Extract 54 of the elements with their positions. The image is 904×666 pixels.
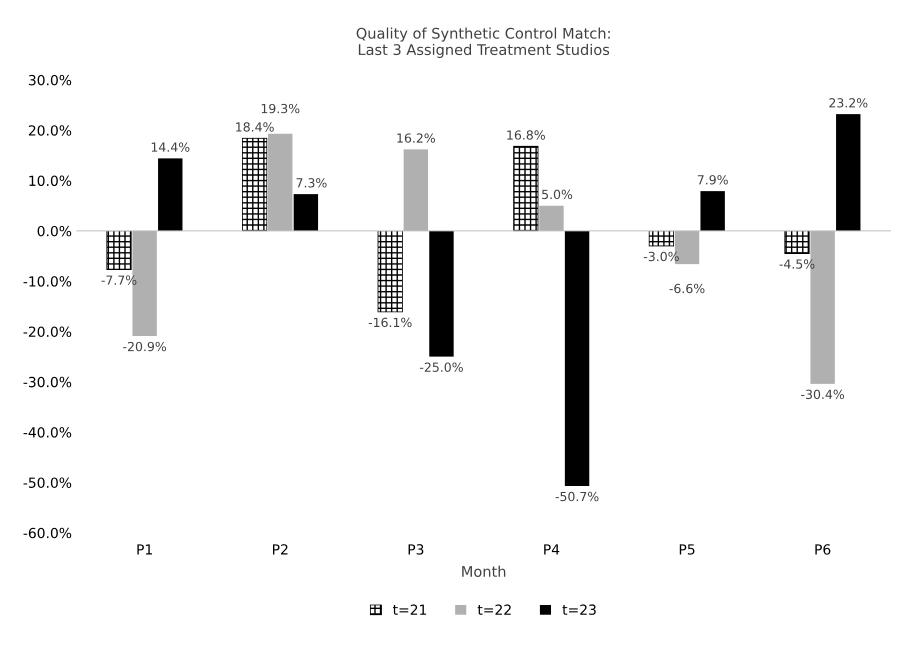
bar [648, 230, 674, 246]
bar [429, 230, 454, 357]
x-tick-label: P3 [408, 544, 424, 555]
x-tick-label: P5 [680, 544, 694, 555]
data-label: 23.2% [829, 98, 868, 108]
data-label: 5.0% [542, 190, 572, 200]
y-tick-label: -10.0% [24, 276, 72, 287]
data-label: -25.0% [420, 362, 463, 372]
y-tick-label: 20.0% [28, 125, 72, 136]
bar [513, 146, 538, 232]
chart-title: Quality of Synthetic Control Match: Last 3 Assigned Treatment Studios [356, 28, 610, 58]
bar [158, 158, 182, 231]
bar [539, 206, 564, 231]
y-tick-label: 0.0% [38, 226, 72, 236]
y-tick-label: -30.0% [24, 376, 72, 388]
data-label: 16.8% [507, 130, 545, 140]
data-label: -4.5% [779, 259, 814, 269]
bar [378, 230, 403, 312]
y-tick-label: -60.0% [24, 528, 72, 538]
x-tick-label: P1 [137, 544, 152, 554]
y-tick-label: 30.0% [28, 74, 72, 86]
y-tick-label: -40.0% [24, 427, 72, 438]
data-label: -20.9% [123, 342, 166, 352]
bar [404, 149, 428, 231]
data-label: -7.7% [101, 275, 136, 285]
data-label: 7.3% [296, 178, 327, 188]
bar [294, 194, 318, 231]
bar [242, 138, 268, 232]
data-label: -16.1% [368, 318, 412, 328]
bar [106, 230, 132, 270]
bar [700, 191, 725, 231]
data-label: -3.0% [644, 252, 679, 262]
bar [268, 134, 292, 231]
y-tick-label: 10.0% [29, 176, 72, 186]
bar [836, 114, 860, 231]
data-label: 14.4% [152, 142, 190, 152]
data-label: -30.4% [801, 390, 844, 400]
x-tick-label: P2 [272, 544, 288, 554]
data-label: 18.4% [236, 122, 274, 132]
bar [784, 230, 810, 254]
data-label: 7.9% [698, 175, 728, 185]
x-tick-label: P4 [544, 544, 560, 554]
y-tick-label: -20.0% [24, 326, 72, 337]
data-label: 16.2% [397, 133, 436, 143]
data-label: 19.3% [262, 104, 300, 114]
x-tick-label: P6 [815, 544, 830, 555]
legend-label: t=22 [478, 604, 511, 615]
data-label: -6.6% [670, 284, 704, 294]
y-tick-label: -50.0% [24, 477, 72, 488]
x-axis-title: Month [462, 566, 506, 577]
legend-label: t=23 [562, 604, 596, 615]
legend-label: t=21 [392, 604, 426, 615]
data-label: -50.7% [556, 492, 598, 502]
bar [564, 230, 590, 486]
